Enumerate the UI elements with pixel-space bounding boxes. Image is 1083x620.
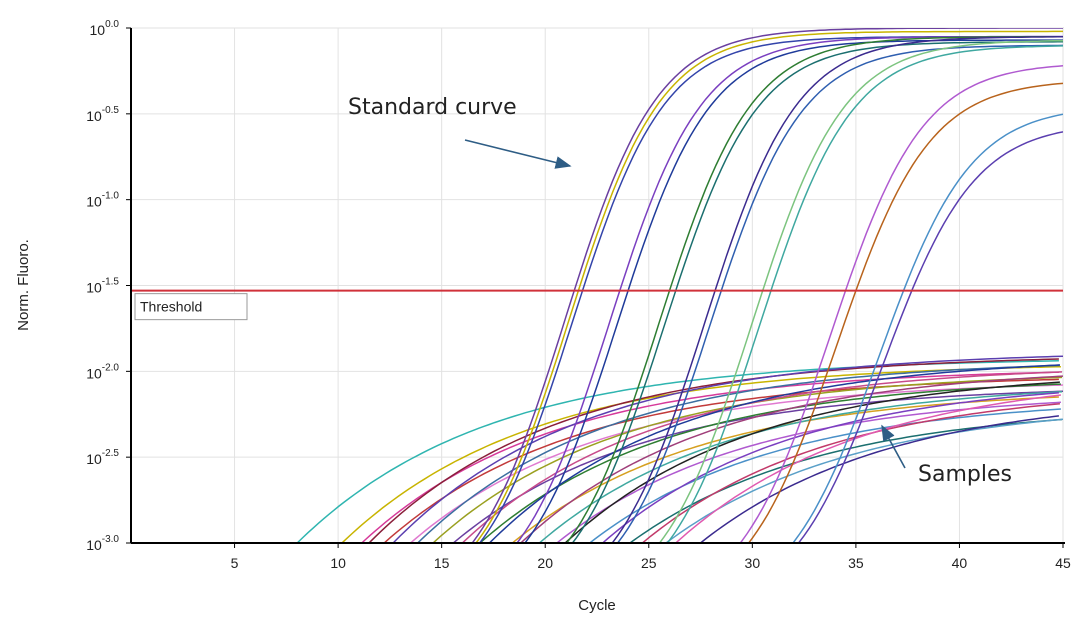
x-tick-label: 40 bbox=[952, 555, 968, 571]
standard-curve bbox=[471, 28, 1063, 543]
sample-curve bbox=[367, 358, 1059, 543]
standard-curve bbox=[792, 113, 1063, 543]
y-tick-label: 10-1.5 bbox=[86, 277, 119, 296]
sample-curve bbox=[699, 415, 1059, 543]
sample-curve bbox=[519, 375, 1063, 543]
standard-curve bbox=[739, 65, 1063, 543]
y-tick-label: 10-2.5 bbox=[86, 448, 119, 467]
x-tick-label: 10 bbox=[330, 555, 346, 571]
x-tick-label: 30 bbox=[745, 555, 761, 571]
standard-curve bbox=[571, 41, 1063, 543]
threshold-label-box bbox=[134, 293, 248, 321]
y-tick-label: 10-2.0 bbox=[86, 362, 119, 381]
standard-curve bbox=[797, 131, 1063, 543]
sample-curve bbox=[538, 390, 1063, 543]
y-tick-label: 10-1.0 bbox=[86, 191, 119, 210]
standard-curve bbox=[747, 82, 1063, 543]
amplification-curves bbox=[296, 28, 1063, 543]
y-tick-label: 10-0.5 bbox=[86, 105, 119, 124]
sample-curve bbox=[588, 408, 1061, 543]
x-tick-label: 45 bbox=[1055, 555, 1071, 571]
tick-labels: 5 10 15 20 25 30 35 40 45 100.0 10-0.5 10-1.0 10-1.5… bbox=[86, 19, 1071, 571]
x-tick-label: 25 bbox=[641, 555, 657, 571]
samples-label: Samples bbox=[918, 462, 1012, 487]
x-tick-label: 5 bbox=[231, 555, 239, 571]
standard-curve bbox=[524, 39, 1063, 543]
standard-curve-arrow bbox=[464, 139, 572, 169]
standard-curve bbox=[475, 30, 1063, 543]
standard-curve bbox=[658, 39, 1063, 543]
standard-curve-annotation: Standard curve bbox=[348, 95, 572, 169]
standard-curve-label: Standard curve bbox=[348, 95, 517, 120]
sample-curve bbox=[488, 364, 1060, 543]
sample-curve bbox=[601, 392, 1059, 543]
x-tick-label: 20 bbox=[537, 555, 553, 571]
y-axis-label: Norm. Fluoro. bbox=[15, 239, 32, 331]
sample-curve bbox=[452, 390, 1063, 543]
sample-curve bbox=[392, 355, 1063, 543]
standard-curve bbox=[565, 35, 1063, 543]
standard-curve bbox=[611, 36, 1063, 543]
sample-curve bbox=[674, 394, 1061, 543]
standard-curve bbox=[616, 44, 1063, 543]
y-tick-label: 100.0 bbox=[90, 19, 120, 38]
sample-curve bbox=[664, 418, 1063, 543]
x-axis-label: Cycle bbox=[578, 597, 616, 614]
threshold-label: Threshold bbox=[140, 299, 202, 315]
x-tick-label: 15 bbox=[434, 555, 450, 571]
sample-curve bbox=[360, 371, 1059, 543]
standard-curve bbox=[666, 45, 1063, 543]
samples-arrow bbox=[881, 424, 906, 469]
threshold: Threshold bbox=[131, 289, 1063, 321]
x-tick-label: 35 bbox=[848, 555, 864, 571]
samples-annotation: Samples bbox=[881, 424, 1012, 487]
y-tick-label: 10-3.0 bbox=[86, 534, 119, 553]
